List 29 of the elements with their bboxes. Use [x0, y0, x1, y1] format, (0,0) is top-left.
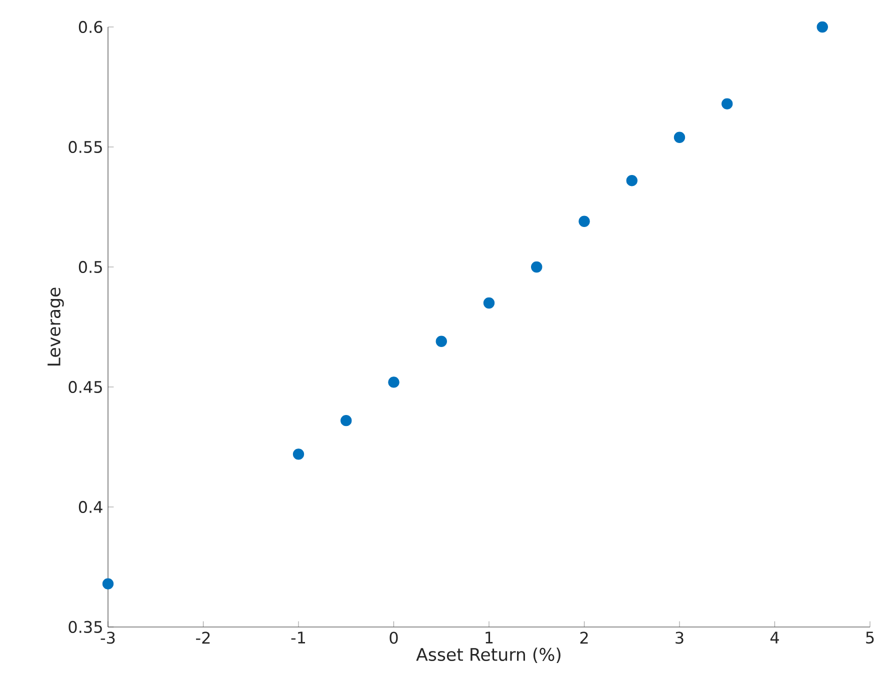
y-tick-label: 0.55 [68, 140, 102, 154]
x-axis-title: Asset Return (%) [416, 648, 560, 664]
y-tick-label: 0.45 [68, 380, 102, 394]
y-tick-label: 0.35 [68, 620, 102, 634]
point [292, 448, 304, 460]
x-tick-label: 0 [390, 632, 398, 644]
point [340, 414, 352, 426]
point [436, 336, 447, 347]
y-tick-label: 0.4 [78, 500, 102, 514]
y-axis-title: Leverage [48, 288, 64, 366]
x-tick-label: -3 [100, 632, 115, 644]
x-tick-label: -2 [196, 632, 210, 644]
point [626, 174, 638, 186]
point [102, 578, 114, 590]
point [483, 297, 495, 309]
point [531, 261, 542, 273]
x-tick-label: 2 [580, 632, 588, 644]
y-tick-label: 0.5 [78, 260, 102, 274]
x-tick-label: 1 [486, 632, 493, 644]
x-tick-label: 3 [676, 632, 684, 644]
point [816, 21, 828, 33]
y-tick-label: 0.6 [78, 20, 102, 34]
point [578, 216, 590, 227]
x-tick-label: 5 [866, 632, 874, 644]
x-tick-label: 4 [770, 632, 779, 644]
x-tick-label: -1 [291, 632, 305, 644]
point [388, 376, 400, 388]
point [674, 132, 686, 143]
point [722, 98, 733, 110]
